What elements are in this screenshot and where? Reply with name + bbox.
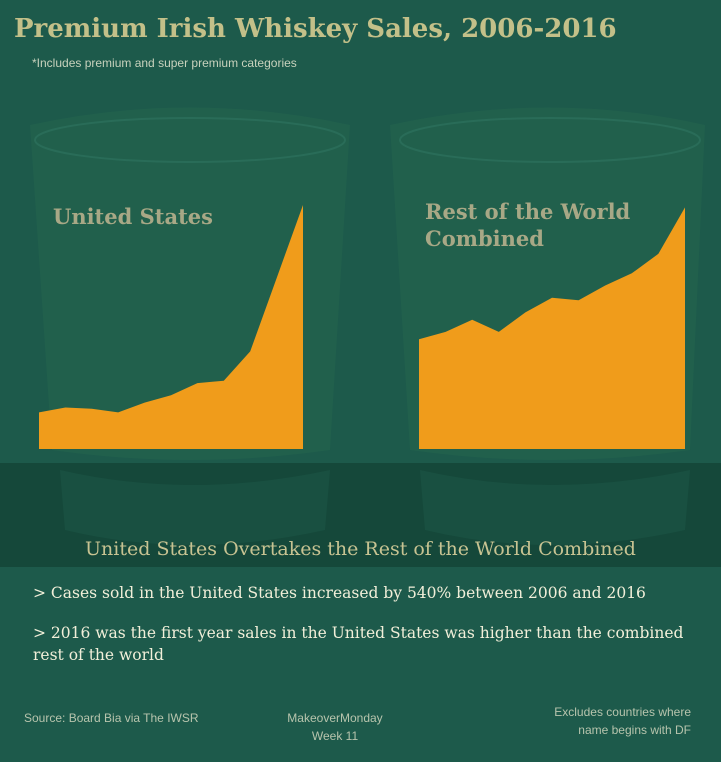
headline: United States Overtakes the Rest of the …: [85, 538, 636, 560]
row-chart-title: Rest of the World Combined: [425, 199, 631, 251]
us-chart-title: United States: [53, 204, 213, 229]
exclusion-note: Excludes countries where name begins wit…: [554, 703, 691, 739]
credit-line-1: MakeoverMonday: [287, 711, 383, 725]
bullet-point: > 2016 was the first year sales in the U…: [33, 624, 684, 664]
makeover-credit: MakeoverMonday Week 11: [250, 709, 420, 745]
left-glass-base: [60, 470, 330, 545]
page-title: Premium Irish Whiskey Sales, 2006-2016: [14, 14, 617, 44]
right-glass-rim: [399, 117, 701, 163]
bullet-point: > Cases sold in the United States increa…: [33, 584, 646, 602]
source-note: Source: Board Bia via The IWSR: [24, 711, 199, 725]
right-glass-base: [420, 470, 690, 545]
exclusion-line-1: Excludes countries where: [554, 705, 691, 719]
left-glass-rim: [34, 117, 346, 163]
subtitle: *Includes premium and super premium cate…: [32, 56, 297, 70]
us-sales-area: [39, 205, 303, 449]
credit-line-2: Week 11: [311, 729, 359, 743]
exclusion-line-2: name begins with DF: [578, 723, 691, 737]
row-sales-area: [419, 207, 685, 449]
